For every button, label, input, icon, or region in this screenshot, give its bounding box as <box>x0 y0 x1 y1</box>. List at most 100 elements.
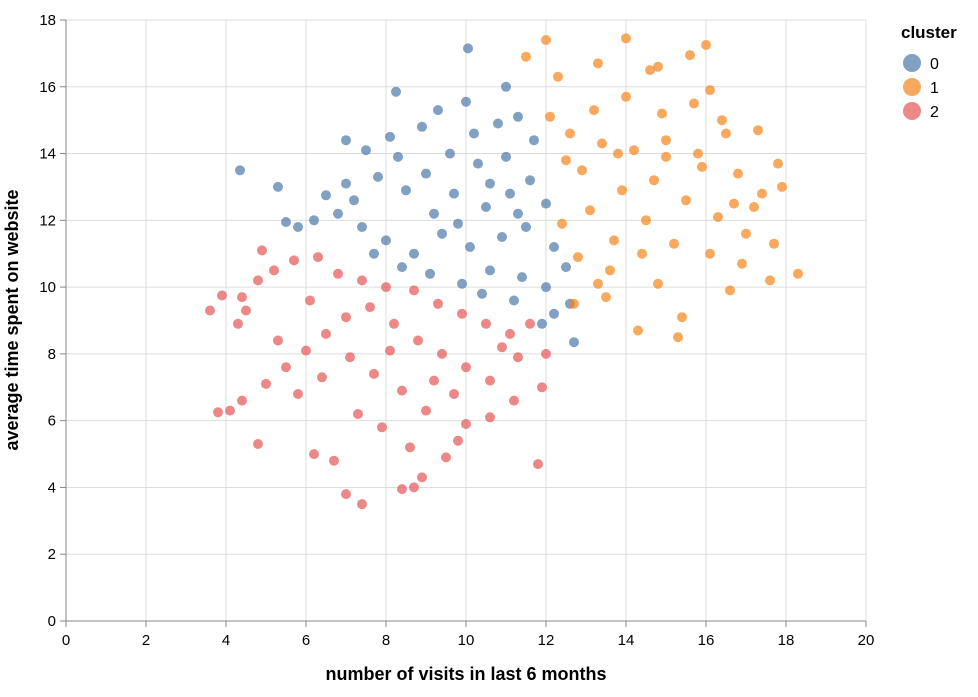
x-tick-label: 20 <box>858 632 875 649</box>
data-point <box>497 342 507 353</box>
data-point <box>773 158 783 169</box>
data-point <box>717 115 727 126</box>
data-point <box>597 138 607 149</box>
data-point <box>309 215 319 226</box>
data-point <box>405 442 415 453</box>
data-point <box>541 348 551 359</box>
data-point <box>273 335 283 346</box>
data-point <box>645 65 655 76</box>
data-point <box>241 305 251 316</box>
data-point <box>765 275 775 286</box>
data-point <box>541 198 551 209</box>
data-point <box>513 111 523 122</box>
data-point <box>501 81 511 92</box>
x-tick-label: 12 <box>538 632 555 649</box>
y-tick-label: 14 <box>39 146 56 163</box>
data-point <box>429 208 439 219</box>
data-point <box>677 312 687 323</box>
data-point <box>463 43 473 54</box>
data-point <box>369 248 379 259</box>
data-point <box>461 96 471 107</box>
data-point <box>321 328 331 339</box>
x-tick-label: 8 <box>382 632 390 649</box>
data-point <box>521 51 531 62</box>
data-point <box>293 389 303 399</box>
data-point <box>525 175 535 186</box>
data-point <box>553 71 563 82</box>
data-point <box>637 248 647 259</box>
data-point <box>409 248 419 259</box>
data-point <box>401 185 411 196</box>
data-point <box>505 328 515 339</box>
data-point <box>777 181 787 192</box>
data-point <box>433 298 443 309</box>
legend-title: cluster <box>901 23 957 42</box>
data-point <box>549 242 559 252</box>
data-point <box>689 98 699 109</box>
data-point <box>373 171 383 182</box>
grid <box>65 19 867 622</box>
data-point <box>421 168 431 179</box>
data-point <box>493 118 503 129</box>
data-point <box>357 222 367 232</box>
data-point <box>421 405 431 416</box>
data-point <box>681 195 691 206</box>
y-tick-label: 16 <box>39 79 56 96</box>
data-point <box>741 228 751 239</box>
x-tick-label: 6 <box>302 632 310 649</box>
data-point <box>485 375 495 386</box>
y-tick-label: 12 <box>39 212 56 229</box>
legend-swatch <box>903 54 921 72</box>
legend-swatch <box>903 102 921 120</box>
data-point <box>397 262 407 273</box>
data-point <box>477 288 487 299</box>
y-axis-title: average time spent on website <box>2 189 22 450</box>
x-tick-label: 2 <box>142 632 150 649</box>
data-point <box>593 58 603 69</box>
data-point <box>501 151 511 162</box>
series-0 <box>235 43 579 348</box>
data-point <box>685 50 695 61</box>
data-point <box>485 265 495 276</box>
data-point <box>621 91 631 102</box>
data-point <box>701 40 711 50</box>
data-point <box>293 222 303 232</box>
data-point <box>409 285 419 296</box>
data-point <box>445 148 455 159</box>
data-point <box>529 135 539 146</box>
data-point <box>545 111 555 122</box>
data-point <box>381 235 391 246</box>
data-point <box>437 228 447 239</box>
data-point <box>713 212 723 222</box>
data-point <box>561 155 571 166</box>
data-point <box>569 298 579 309</box>
y-tick-label: 18 <box>39 12 56 29</box>
data-point <box>537 382 547 393</box>
data-point <box>385 131 395 142</box>
data-point <box>469 128 479 139</box>
data-point <box>549 308 559 319</box>
data-point <box>341 312 351 323</box>
data-point <box>409 482 419 493</box>
axes: 0 2 4 6 8 10 12 14 16 18 20 0 2 4 6 8 10 12 14 16 18 <box>39 12 874 649</box>
data-point <box>397 385 407 396</box>
data-point <box>397 484 407 495</box>
data-point <box>391 86 401 97</box>
data-point <box>705 248 715 259</box>
data-point <box>385 345 395 356</box>
data-point <box>453 218 463 229</box>
data-point <box>461 362 471 373</box>
x-tick-label: 10 <box>458 632 475 649</box>
data-point <box>309 449 319 460</box>
legend-label: 0 <box>930 56 939 73</box>
data-point <box>269 265 279 276</box>
data-point <box>369 368 379 379</box>
x-tick-label: 16 <box>698 632 715 649</box>
data-point <box>541 282 551 293</box>
data-point <box>237 292 247 303</box>
data-point <box>753 125 763 136</box>
data-point <box>281 217 291 227</box>
data-point <box>449 389 459 399</box>
data-point <box>513 352 523 363</box>
data-point <box>341 178 351 189</box>
